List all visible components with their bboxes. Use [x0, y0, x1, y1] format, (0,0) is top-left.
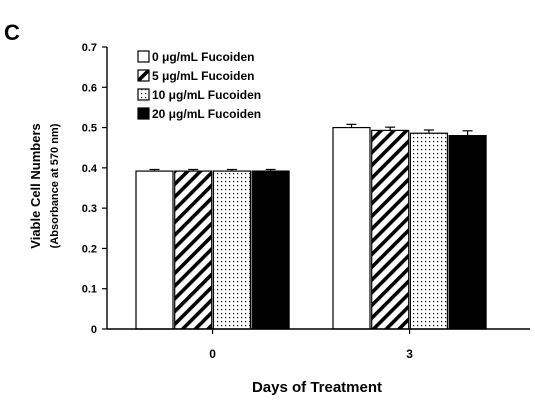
y-tick-label: 0.3: [82, 203, 97, 215]
y-tick-label: 0.4: [82, 163, 98, 175]
bar-3-0: [251, 170, 290, 330]
y-tick-label: 0.1: [82, 284, 97, 296]
legend: 0 μg/mL Fucoiden 5 μg/mL Fucoiden 10 μg/mL…: [137, 50, 261, 121]
legend-swatch-1: [137, 69, 150, 82]
x-tick-label: 0: [209, 347, 216, 361]
y-axis-sublabel: (Absorbance at 570 nm): [49, 123, 61, 248]
bar-0-3: [332, 126, 371, 330]
y-tick-label: 0: [91, 324, 97, 336]
bar-3-3: [448, 135, 487, 330]
legend-swatch-2: [137, 88, 150, 101]
x-axis-label: Days of Treatment: [252, 379, 382, 396]
bar-1-3: [371, 129, 410, 330]
panel-label: C: [4, 20, 20, 45]
y-axis-ticks: 0 0.1 0.2 0.3 0.4 0.5 0.6 0.7: [82, 42, 107, 336]
x-tick-label: 3: [406, 347, 413, 361]
legend-label-2: 10 μg/mL Fucoiden: [152, 88, 261, 102]
y-axis-label: Viable Cell Numbers: [28, 123, 43, 248]
legend-swatch-0: [137, 50, 150, 63]
bar-1-0: [174, 170, 213, 330]
legend-label-0: 0 μg/mL Fucoiden: [152, 50, 254, 64]
y-axis-title: Viable Cell Numbers (Absorbance at 570 n…: [28, 123, 61, 248]
bar-0-0: [135, 170, 174, 330]
legend-swatch-3: [137, 107, 150, 120]
bar-2-3: [409, 132, 448, 330]
legend-label-3: 20 μg/mL Fucoiden: [152, 107, 261, 121]
y-tick-label: 0.7: [82, 42, 97, 54]
plot-area: [106, 47, 530, 330]
y-tick-label: 0.2: [82, 243, 97, 255]
y-tick-label: 0.5: [82, 123, 97, 135]
legend-label-1: 5 μg/mL Fucoiden: [152, 69, 254, 83]
y-tick-label: 0.6: [82, 82, 97, 94]
bar-2-0: [212, 170, 251, 330]
